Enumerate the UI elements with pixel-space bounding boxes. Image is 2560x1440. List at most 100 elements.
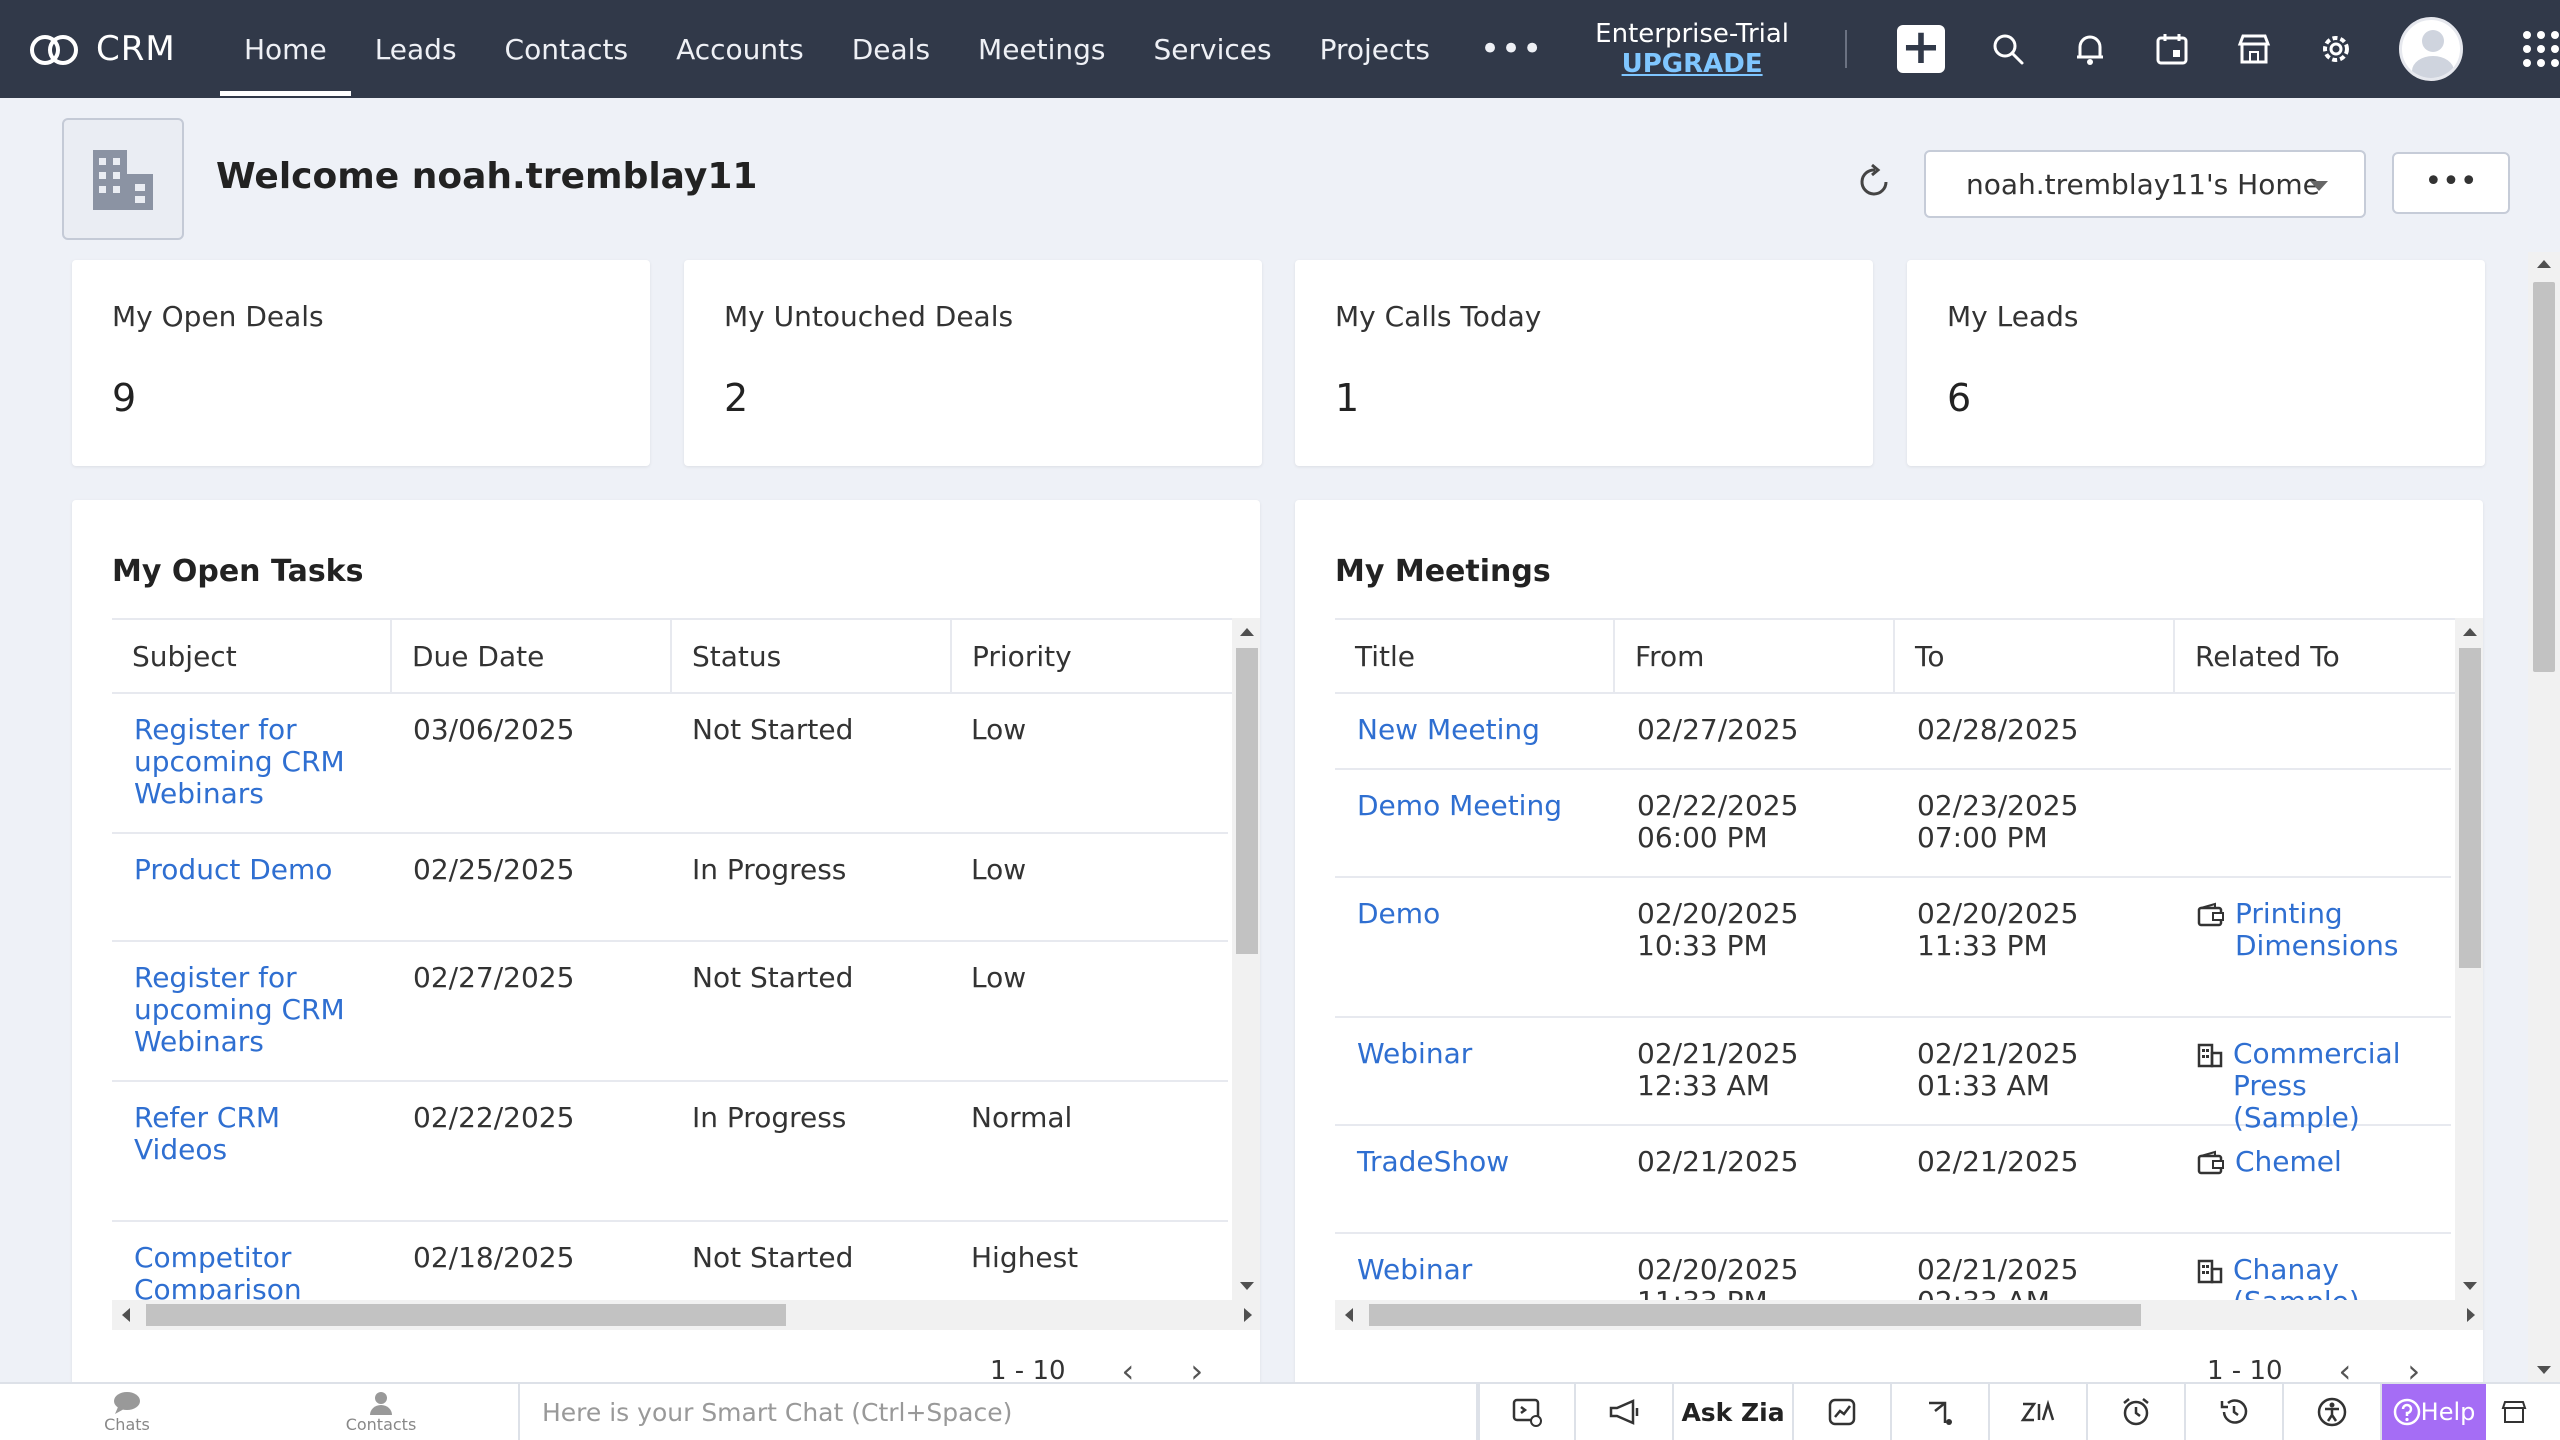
task-status: In Progress bbox=[692, 1101, 847, 1134]
zia-tools-icon[interactable] bbox=[1478, 1384, 1576, 1440]
ask-zia-button[interactable]: Ask Zia bbox=[1674, 1384, 1794, 1440]
create-new-button[interactable]: + bbox=[1897, 23, 1946, 73]
stat-value: 9 bbox=[112, 376, 137, 420]
chevron-right-icon[interactable]: › bbox=[1190, 1352, 1204, 1390]
related-record-link[interactable]: Commercial Press (Sample) bbox=[2233, 1037, 2401, 1134]
meeting-title-link[interactable]: Demo bbox=[1357, 897, 1441, 930]
table-row[interactable]: Webinar 02/20/2025 11:33 PM 02/21/2025 02:… bbox=[1335, 1234, 2451, 1301]
chats-button[interactable]: Chats bbox=[0, 1384, 254, 1440]
building-icon bbox=[2197, 1042, 2223, 1124]
meeting-title-link[interactable]: Webinar bbox=[1357, 1037, 1473, 1070]
meeting-title-link[interactable]: TradeShow bbox=[1357, 1145, 1510, 1178]
stat-card-open-deals[interactable]: My Open Deals 9 bbox=[72, 260, 650, 466]
help-button[interactable]: Help bbox=[2382, 1384, 2486, 1440]
nav-tab-home[interactable]: Home bbox=[220, 0, 351, 98]
column-header-status[interactable]: Status bbox=[672, 620, 952, 692]
nav-tab-meetings[interactable]: Meetings bbox=[978, 32, 1106, 66]
table-row[interactable]: TradeShow 02/21/2025 02/21/2025 Chemel bbox=[1335, 1126, 2451, 1234]
horizontal-scrollbar[interactable] bbox=[1335, 1300, 2483, 1330]
analytics-icon[interactable] bbox=[1794, 1384, 1892, 1440]
bell-icon[interactable] bbox=[2071, 30, 2109, 68]
task-subject-link[interactable]: Refer CRM Videos bbox=[134, 1101, 281, 1166]
nav-tab-leads[interactable]: Leads bbox=[374, 32, 457, 66]
table-row[interactable]: Refer CRM Videos 02/22/2025 In Progress Nor… bbox=[112, 1082, 1228, 1222]
column-header-to[interactable]: To bbox=[1895, 620, 2175, 692]
home-view-select[interactable]: noah.tremblay11's Home bbox=[1924, 150, 2366, 218]
table-body: New Meeting 02/27/2025 02/28/2025 Demo Meet… bbox=[1335, 694, 2451, 1300]
table-row[interactable]: Demo 02/20/2025 10:33 PM 02/20/2025 11:33 … bbox=[1335, 878, 2451, 1018]
meeting-title-link[interactable]: New Meeting bbox=[1357, 713, 1540, 746]
zia-icon[interactable] bbox=[1990, 1384, 2088, 1440]
page-scrollbar[interactable] bbox=[2528, 252, 2560, 1382]
table-row[interactable]: Webinar 02/21/2025 12:33 AM 02/21/2025 01:… bbox=[1335, 1018, 2451, 1134]
nav-tab-projects[interactable]: Projects bbox=[1319, 32, 1430, 66]
store-icon[interactable] bbox=[2235, 30, 2273, 68]
nav-tab-contacts[interactable]: Contacts bbox=[504, 32, 629, 66]
gear-icon[interactable] bbox=[2317, 30, 2355, 68]
upgrade-link[interactable]: UPGRADE bbox=[1621, 49, 1763, 79]
brand[interactable]: CRM bbox=[30, 29, 200, 69]
vertical-scrollbar[interactable] bbox=[2455, 618, 2483, 1300]
stat-card-untouched-deals[interactable]: My Untouched Deals 2 bbox=[684, 260, 1262, 466]
refresh-icon[interactable] bbox=[1858, 162, 1892, 208]
chevron-left-icon[interactable]: ‹ bbox=[2338, 1352, 2352, 1390]
avatar[interactable] bbox=[2399, 17, 2464, 81]
megaphone-icon[interactable] bbox=[1576, 1384, 1674, 1440]
table-row[interactable]: Competitor Comparison 02/18/2025 Not Start… bbox=[112, 1222, 1228, 1301]
table-header: Title From To Related To bbox=[1335, 618, 2455, 694]
meeting-title-link[interactable]: Demo Meeting bbox=[1357, 789, 1562, 822]
nav-tab-services[interactable]: Services bbox=[1153, 32, 1272, 66]
meeting-from: 02/27/2025 bbox=[1637, 713, 1799, 746]
panel-title: My Open Tasks bbox=[112, 554, 364, 589]
search-icon[interactable] bbox=[1989, 30, 2027, 68]
related-record-link[interactable]: Printing Dimensions bbox=[2235, 897, 2399, 962]
accessibility-icon[interactable] bbox=[2284, 1384, 2382, 1440]
stat-card-calls-today[interactable]: My Calls Today 1 bbox=[1295, 260, 1873, 466]
apps-grid-icon[interactable] bbox=[2523, 31, 2560, 67]
more-modules-button[interactable]: ••• bbox=[1479, 29, 1544, 69]
horizontal-scrollbar[interactable] bbox=[112, 1300, 1260, 1330]
nav-tab-deals[interactable]: Deals bbox=[851, 32, 931, 66]
meetings-table: Title From To Related To New Meeting 02/2… bbox=[1335, 618, 2483, 1330]
alarm-clock-icon[interactable] bbox=[2088, 1384, 2186, 1440]
table-row[interactable]: Demo Meeting 02/22/2025 06:00 PM 02/23/202… bbox=[1335, 770, 2451, 878]
task-subject-link[interactable]: Product Demo bbox=[134, 853, 333, 886]
organization-icon bbox=[62, 118, 184, 240]
history-icon[interactable] bbox=[2186, 1384, 2284, 1440]
vertical-scrollbar[interactable] bbox=[1232, 618, 1260, 1300]
table-body: Register for upcoming CRM Webinars 03/06/… bbox=[112, 694, 1228, 1300]
smart-chat-input[interactable]: Here is your Smart Chat (Ctrl+Space) bbox=[518, 1384, 1478, 1440]
task-subject-link[interactable]: Competitor Comparison bbox=[134, 1241, 302, 1301]
table-row[interactable]: Register for upcoming CRM Webinars 02/27/… bbox=[112, 942, 1228, 1082]
nav-tab-accounts[interactable]: Accounts bbox=[676, 32, 804, 66]
signal-icon[interactable] bbox=[1892, 1384, 1990, 1440]
calendar-icon[interactable] bbox=[2153, 30, 2191, 68]
tasks-pagination: 1 - 10 ‹ › bbox=[990, 1352, 1203, 1390]
task-due-date: 02/22/2025 bbox=[413, 1101, 575, 1134]
meeting-related-to: Commercial Press (Sample) bbox=[2175, 1018, 2451, 1134]
column-header-from[interactable]: From bbox=[1615, 620, 1895, 692]
table-row[interactable]: New Meeting 02/27/2025 02/28/2025 bbox=[1335, 694, 2451, 770]
welcome-bar: Welcome noah.tremblay11 noah.tremblay11'… bbox=[62, 118, 2522, 240]
store-icon[interactable] bbox=[2486, 1384, 2542, 1440]
related-record-link[interactable]: Chemel bbox=[2235, 1145, 2342, 1178]
stat-value: 6 bbox=[1947, 376, 1972, 420]
meeting-title-link[interactable]: Webinar bbox=[1357, 1253, 1473, 1286]
task-subject-link[interactable]: Register for upcoming CRM Webinars bbox=[134, 713, 345, 810]
column-header-subject[interactable]: Subject bbox=[112, 620, 392, 692]
table-row[interactable]: Product Demo 02/25/2025 In Progress Low bbox=[112, 834, 1228, 942]
contacts-button[interactable]: Contacts bbox=[254, 1384, 508, 1440]
chevron-right-icon[interactable]: › bbox=[2407, 1352, 2421, 1390]
task-priority: Normal bbox=[971, 1101, 1073, 1134]
stat-card-my-leads[interactable]: My Leads 6 bbox=[1907, 260, 2485, 466]
task-subject-link[interactable]: Register for upcoming CRM Webinars bbox=[134, 961, 345, 1058]
column-header-priority[interactable]: Priority bbox=[972, 639, 1072, 673]
more-options-button[interactable]: ••• bbox=[2392, 152, 2510, 214]
chevron-left-icon[interactable]: ‹ bbox=[1121, 1352, 1135, 1390]
table-row[interactable]: Register for upcoming CRM Webinars 03/06/… bbox=[112, 694, 1228, 834]
related-record-link[interactable]: Chanay (Sample) bbox=[2233, 1253, 2360, 1301]
column-header-related-to[interactable]: Related To bbox=[2195, 639, 2340, 673]
column-header-title[interactable]: Title bbox=[1335, 620, 1615, 692]
column-header-due-date[interactable]: Due Date bbox=[392, 620, 672, 692]
tasks-table: Subject Due Date Status Priority Registe… bbox=[112, 618, 1260, 1330]
